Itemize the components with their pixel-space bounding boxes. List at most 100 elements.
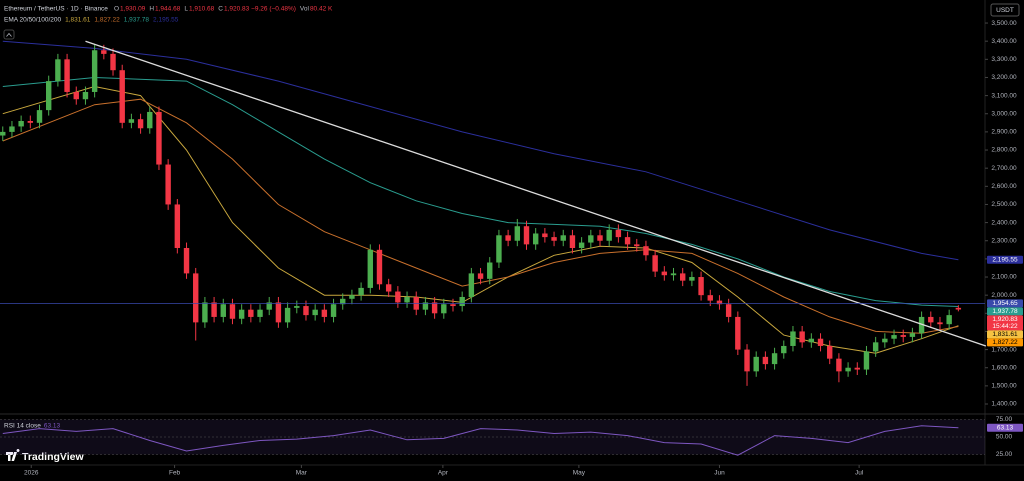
candle-body <box>707 295 713 301</box>
candle-body <box>330 304 337 317</box>
ema-legend-value: 1,937.78 <box>124 17 150 24</box>
candle-body <box>790 331 796 346</box>
ohlc-label: C <box>218 6 223 13</box>
candle-body <box>238 309 245 319</box>
candle-body <box>762 356 769 365</box>
brand-logo <box>6 449 20 461</box>
candle-body <box>248 309 254 317</box>
price-badge <box>987 338 1023 347</box>
ema-legend-label: EMA 20/50/100/200 <box>4 17 61 24</box>
price-badge <box>987 255 1023 264</box>
candle-body <box>918 316 925 334</box>
candle-body <box>799 331 805 343</box>
candle-body <box>569 235 576 248</box>
candle-body <box>275 302 282 323</box>
candle-body <box>18 121 24 127</box>
candle-body <box>716 300 723 305</box>
candle-body <box>744 349 750 372</box>
y-tick-label: 2,400.00 <box>991 219 1017 226</box>
rsi-value: 63.13 <box>44 423 61 430</box>
ohlc-value: 1,920.83 −9.26 (−0.48%) <box>224 6 296 13</box>
rsi-badge-label: 63.13 <box>997 425 1014 432</box>
candle-body <box>340 298 346 305</box>
currency-button[interactable] <box>990 3 1020 17</box>
y-tick-label: 2,800.00 <box>991 147 1017 154</box>
candle-body <box>128 119 135 123</box>
candle-body <box>937 322 943 325</box>
candle-body <box>836 358 842 372</box>
price-badge <box>987 315 1023 331</box>
ema-legend-value: 2,195.55 <box>153 17 179 24</box>
candle-body <box>36 110 43 123</box>
candle-body <box>257 309 263 317</box>
candle-body <box>771 353 778 365</box>
ohlc-value: 80.42 K <box>310 6 333 13</box>
rsi-tick-label: 75.00 <box>996 416 1013 423</box>
x-tick-label: Jun <box>714 470 725 477</box>
candle-body <box>661 271 668 276</box>
candle-body <box>634 244 640 247</box>
candle-body <box>900 335 906 337</box>
candle-body <box>496 235 502 263</box>
candle-body <box>863 351 870 370</box>
candle-body <box>284 307 291 323</box>
y-tick-label: 2,100.00 <box>991 274 1017 281</box>
candle-body <box>229 304 236 319</box>
trendline <box>85 40 987 347</box>
price-badge-label: 1,827.22 <box>992 339 1018 346</box>
candle-body <box>542 233 548 238</box>
candle-body <box>698 277 704 296</box>
candle-body <box>27 121 34 123</box>
candle-body <box>532 233 539 245</box>
ema-legend-value: 1,827.22 <box>94 17 120 24</box>
candle-body <box>523 226 530 245</box>
candle-body <box>91 50 98 92</box>
candle-body <box>174 204 181 248</box>
brand: TradingView <box>22 451 84 463</box>
ohlc-label: H <box>149 6 154 13</box>
collapse-button[interactable] <box>3 29 15 40</box>
ohlc-value: 1,930.09 <box>120 6 146 13</box>
y-tick-label: 1,600.00 <box>991 364 1017 371</box>
y-tick-label: 3,200.00 <box>991 74 1017 81</box>
candle-body <box>119 70 125 123</box>
candle-body <box>64 59 70 92</box>
candle-body <box>468 273 475 297</box>
candle-body <box>505 235 511 241</box>
candle-body <box>202 302 208 323</box>
currency: USDT <box>996 7 1014 14</box>
candle-body <box>156 111 162 165</box>
candle-body <box>551 237 557 241</box>
candle-body <box>781 345 787 354</box>
x-tick-label: 2026 <box>24 470 39 477</box>
candle-body <box>193 273 199 323</box>
candle-body <box>404 296 410 303</box>
candle-body <box>624 237 631 245</box>
candle-body <box>597 235 603 241</box>
candle-body <box>9 126 15 132</box>
rsi-tick-label: 25.00 <box>996 451 1013 458</box>
candle-body <box>670 273 677 276</box>
y-tick-label: 2,000.00 <box>991 292 1017 299</box>
candle-body <box>376 249 383 285</box>
candle-body <box>137 119 144 129</box>
rsi-badge <box>987 423 1023 432</box>
candle-body <box>266 302 272 310</box>
y-tick-label: 1,400.00 <box>991 401 1017 408</box>
y-tick-label: 2,600.00 <box>991 183 1017 190</box>
rsi-tick-label: 50.00 <box>996 434 1013 441</box>
y-tick-label: 3,500.00 <box>991 20 1017 27</box>
candle-body <box>358 287 364 296</box>
candle-body <box>220 304 226 317</box>
ohlc-label: Vol <box>300 6 310 13</box>
y-tick-label: 3,400.00 <box>991 38 1017 45</box>
x-tick-label: Mar <box>296 470 308 477</box>
price-countdown: 15:44:22 <box>992 323 1018 330</box>
ohlc-label: O <box>114 6 119 13</box>
candle-body <box>477 273 484 279</box>
price-badge <box>987 299 1023 308</box>
ema-legend-value: 1,831.61 <box>65 17 91 24</box>
y-tick-label: 1,500.00 <box>991 383 1017 390</box>
y-tick-label: 3,300.00 <box>991 56 1017 63</box>
